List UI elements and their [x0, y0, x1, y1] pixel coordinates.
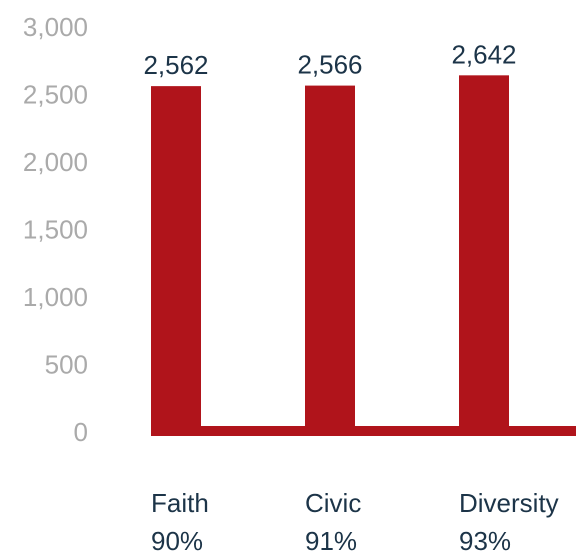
bar-faith	[151, 86, 201, 432]
x-axis: Faith 90% Civic 91% Diversity 93%	[151, 488, 559, 555]
category-label: Civic	[305, 488, 361, 518]
data-label: 2,642	[451, 39, 516, 69]
y-tick-label: 2,500	[23, 80, 88, 110]
data-labels: 2,562 2,566 2,642	[143, 39, 516, 80]
y-tick-label: 3,000	[23, 12, 88, 42]
y-tick-label: 0	[74, 417, 88, 447]
y-tick-label: 1,500	[23, 215, 88, 245]
category-label: Diversity	[459, 488, 559, 518]
category-percentage: 90%	[151, 526, 203, 555]
category-label: Faith	[151, 488, 209, 518]
data-label: 2,562	[143, 50, 208, 80]
bars	[151, 75, 509, 432]
y-axis: 0 500 1,000 1,500 2,000 2,500 3,000	[23, 12, 88, 447]
category-percentage: 93%	[459, 526, 511, 555]
data-label: 2,566	[297, 50, 362, 80]
y-tick-label: 2,000	[23, 147, 88, 177]
category-percentage: 91%	[305, 526, 357, 555]
baseline-group	[151, 426, 576, 436]
y-tick-label: 500	[45, 350, 88, 380]
bar-diversity	[459, 75, 509, 432]
baseline	[151, 426, 576, 436]
y-tick-label: 1,000	[23, 282, 88, 312]
bar-civic	[305, 85, 355, 432]
